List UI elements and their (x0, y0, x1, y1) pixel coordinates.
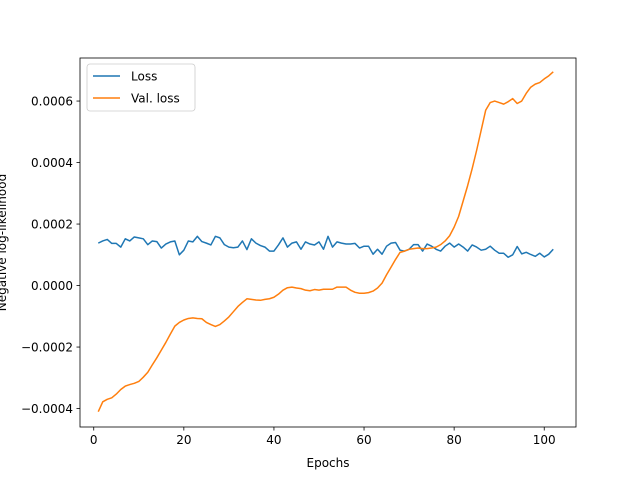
plot-area (79, 57, 577, 428)
x-tick-label: 60 (356, 433, 371, 447)
x-tick-label: 20 (176, 433, 191, 447)
x-axis-label: Epochs (307, 456, 350, 470)
y-tick-label: 0.0004 (31, 156, 73, 170)
x-tick-label: 100 (533, 433, 556, 447)
y-tick-label: −0.0004 (21, 402, 73, 416)
x-tick-label: 80 (446, 433, 461, 447)
y-tick-label: 0.0006 (31, 95, 73, 109)
y-tick-label: 0.0000 (31, 279, 73, 293)
y-axis-ticks: −0.0004 −0.0002 0.0000 0.0002 0.0004 0.0006 (21, 95, 80, 416)
legend-label-0: Loss (131, 70, 157, 84)
series-line-1 (97, 71, 554, 412)
x-tick-label: 0 (90, 433, 98, 447)
series-line-0 (97, 235, 554, 259)
legend-label-1: Val. loss (131, 92, 180, 106)
y-tick-label: 0.0002 (31, 218, 73, 232)
x-axis-ticks: 0 20 40 60 80 100 (90, 427, 556, 447)
y-tick-label: −0.0002 (21, 341, 73, 355)
legend: Loss Val. loss (86, 63, 196, 112)
plot-frame (79, 57, 577, 428)
x-tick-label: 40 (266, 433, 281, 447)
y-axis-label: Negative log-likelihood (0, 174, 9, 311)
